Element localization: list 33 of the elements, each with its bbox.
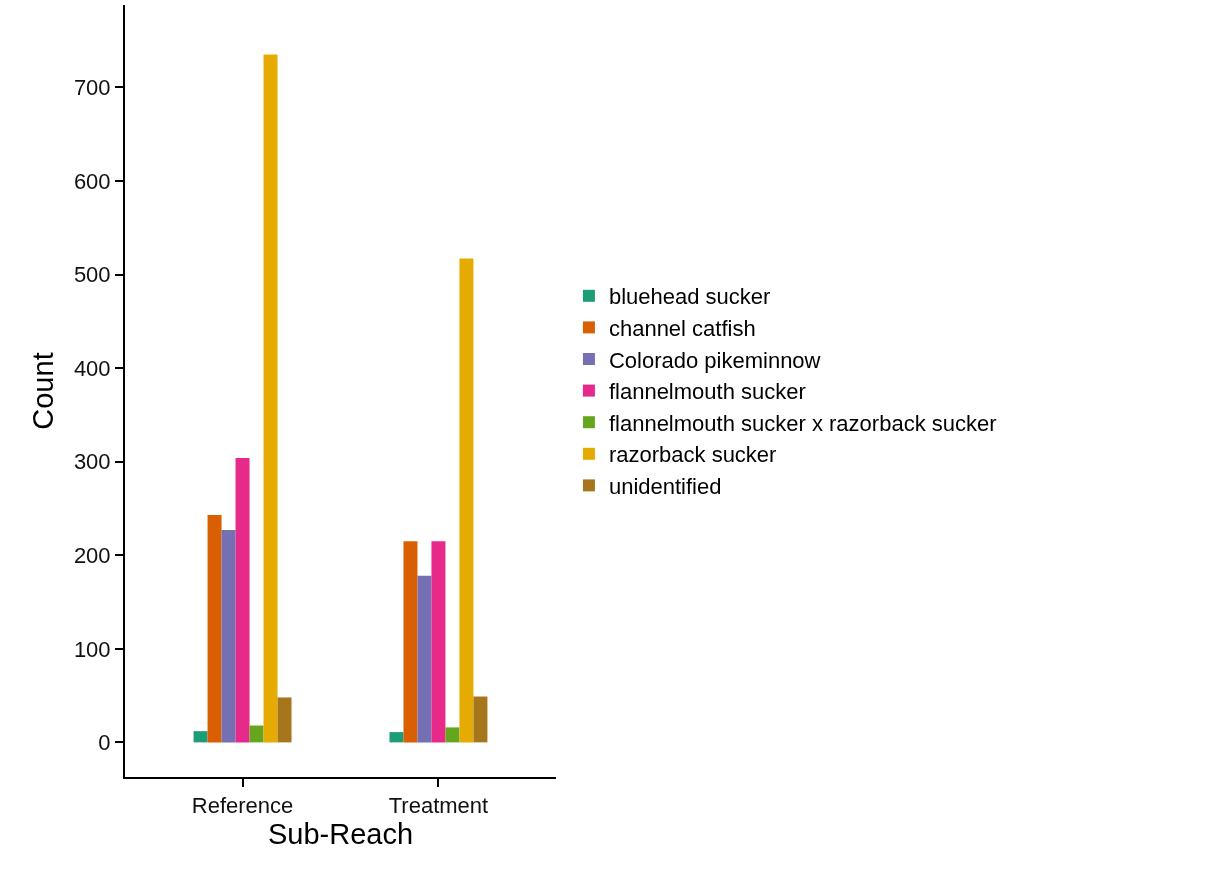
legend-label: flannelmouth sucker: [608, 379, 806, 405]
legend-label: razorback sucker: [608, 442, 777, 468]
legend-label: channel catfish: [608, 315, 756, 341]
legend-label: flannelmouth sucker x razorback sucker: [608, 410, 997, 436]
bar: [403, 541, 418, 743]
y-tick-label: 500: [73, 262, 111, 288]
y-tick-label: 0: [98, 730, 111, 756]
legend-label: bluehead sucker: [608, 284, 771, 310]
bar: [221, 529, 236, 743]
y-tick-label: 200: [73, 542, 111, 568]
bar: [445, 727, 460, 743]
x-tick-label: Treatment: [388, 793, 489, 819]
legend-label: Colorado pikeminnow: [608, 347, 821, 373]
bar: [417, 575, 432, 743]
y-tick-label: 600: [73, 168, 111, 194]
y-tick-label: 100: [73, 636, 111, 662]
bar: [389, 732, 404, 743]
bar: [235, 457, 250, 743]
bar: [207, 514, 222, 743]
y-axis-title: Count: [26, 352, 59, 430]
bar: [249, 725, 264, 743]
bar: [263, 54, 278, 743]
bar: [431, 541, 446, 743]
y-tick-label: 400: [73, 355, 111, 381]
y-tick-label: 700: [73, 75, 111, 101]
bar: [277, 697, 292, 743]
bar: [473, 696, 488, 743]
legend-label: unidentified: [608, 473, 722, 499]
x-tick-label: Reference: [191, 793, 294, 819]
bar: [459, 258, 474, 743]
y-tick-label: 300: [73, 449, 111, 475]
x-axis-title: Sub-Reach: [267, 818, 414, 851]
bar: [193, 731, 208, 743]
